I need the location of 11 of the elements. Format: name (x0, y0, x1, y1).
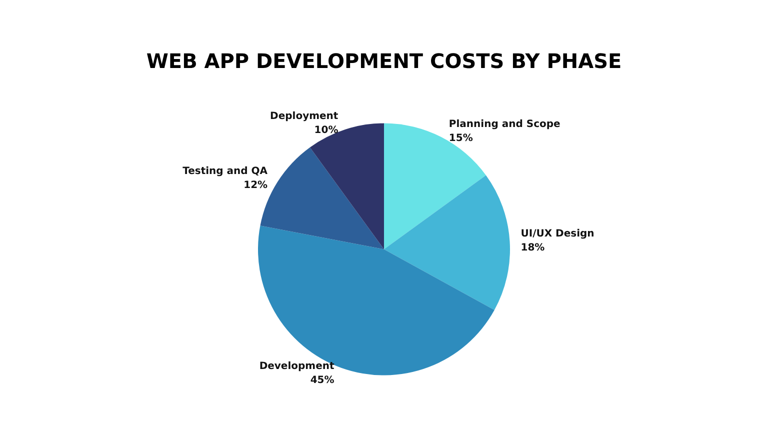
slice-label: Testing and QA (182, 166, 268, 178)
slice-label: Planning and Scope (448, 119, 561, 130)
slice-label: Development (259, 360, 334, 372)
data-label: 15% (448, 133, 473, 144)
slice-label: Deployment (270, 111, 338, 122)
data-label: 10% (314, 125, 338, 136)
slice-label: UI/UX Design (520, 228, 594, 240)
data-label: 45% (310, 374, 334, 386)
data-label: 12% (244, 180, 268, 192)
data-label: 18% (520, 242, 545, 254)
chart-title: WEB APP DEVELOPMENT COSTS BY PHASE (146, 49, 622, 73)
